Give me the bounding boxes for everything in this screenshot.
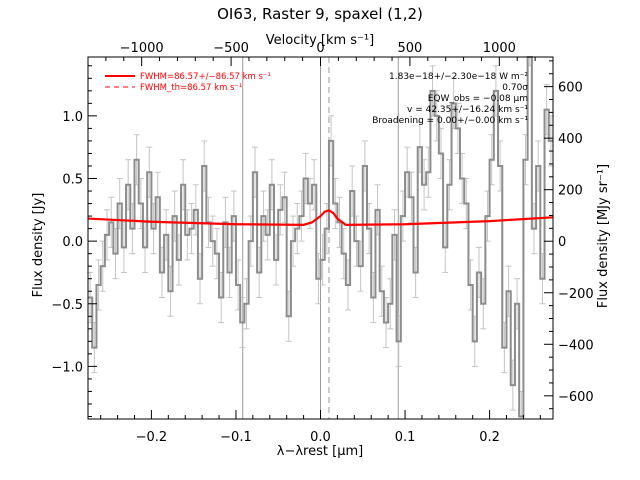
x-axis-label: λ−λrest [μm] [277,444,363,459]
top-axis-label: Velocity [km s⁻¹] [266,33,374,48]
fit-annotations: 1.83e−18+/−2.30e−18 W m⁻² 0.70σ EQW_obs … [372,72,528,126]
y2-tick-label: 0 [558,235,566,250]
legend-label-fwhm-th: FWHM_th=86.57 km s⁻¹ [140,83,242,93]
fit-series-line [87,209,554,226]
x2-tick-label: −500 [213,41,249,56]
x2-tick-label: 1000 [483,41,516,56]
x-tick-label: −0.2 [136,430,168,445]
y-tick-label: 1.0 [62,110,83,125]
y2-axis-label: Flux density [MJy sr⁻¹] [596,164,611,308]
x-tick-label: 0.2 [479,430,500,445]
annotation-velocity: v = 42.35+/−16.24 km s⁻¹ [407,105,528,115]
x2-tick-label: 500 [398,41,423,56]
legend: FWHM=86.57+/−86.57 km s⁻¹ FWHM_th=86.57 … [105,72,271,93]
y2-tick-label: −600 [558,390,594,405]
x-tick-label: 0.1 [395,430,416,445]
y-tick-label: −1.0 [51,360,83,375]
data-series-line [88,56,553,418]
annotation-eqw: EQW_obs = −0.08 μm [428,94,528,104]
annotation-sigma: 0.70σ [502,83,528,93]
y2-tick-label: 200 [558,184,583,199]
chart-title: OI63, Raster 9, spaxel (1,2) [217,5,423,23]
y-tick-label: 0.5 [62,173,83,188]
y2-tick-label: −200 [558,287,594,302]
axis-ticks: −0.2 −0.1 0.0 0.1 0.2 −1.0 −0.5 0.0 0.5 1.0 −1000 −… [51,41,593,445]
x-tick-label: 0.0 [310,430,331,445]
y2-tick-label: −400 [558,338,594,353]
y-tick-label: −0.5 [51,298,83,313]
annotation-broadening: Broadening = 0.00+/−0.00 km s⁻¹ [372,116,528,126]
reference-lines [242,57,399,419]
y2-tick-label: 400 [558,132,583,147]
x2-tick-label: −1000 [120,41,164,56]
y-tick-label: 0.0 [62,235,83,250]
y2-tick-label: 600 [558,81,583,96]
annotation-flux: 1.83e−18+/−2.30e−18 W m⁻² [389,72,528,82]
x-tick-label: −0.1 [220,430,252,445]
y-axis-label: Flux density [Jy] [31,193,46,298]
legend-label-fwhm: FWHM=86.57+/−86.57 km s⁻¹ [140,72,271,82]
x2-tick-label: 0 [316,41,324,56]
